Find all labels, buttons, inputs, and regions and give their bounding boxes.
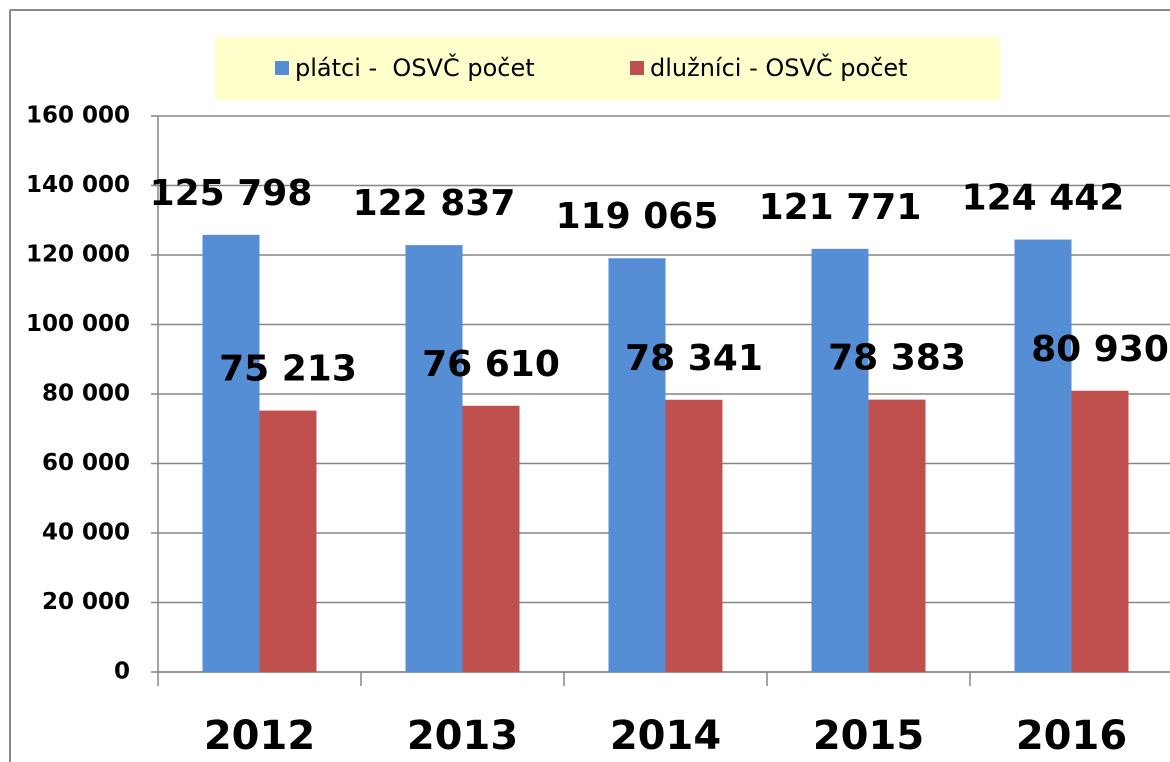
value-label: 124 442 [962,178,1125,219]
bar [202,234,260,673]
y-tick-label: 20 000 [42,589,130,615]
x-tick-label: 2013 [407,713,518,759]
x-tick-label: 2016 [1016,713,1127,759]
y-tick-label: 100 000 [26,311,130,337]
bar [868,399,926,672]
value-label: 78 383 [828,338,966,379]
y-tick-label: 0 [114,659,130,685]
y-tick-label: 80 000 [42,381,130,407]
bar [259,410,317,672]
value-label: 125 798 [150,173,313,214]
bar [608,258,666,672]
bar [462,405,520,672]
value-label: 80 930 [1031,329,1169,370]
x-tick-label: 2012 [204,713,315,759]
x-tick-label: 2014 [610,713,721,759]
value-label: 119 065 [556,196,719,237]
legend-label: plátci - OSVČ počet [295,52,535,82]
bar [811,248,869,673]
value-label: 122 837 [353,183,516,224]
bar [1014,239,1072,672]
y-tick-label: 120 000 [26,242,130,268]
y-tick-label: 60 000 [42,450,130,476]
x-tick-label: 2015 [813,713,924,759]
legend-box [215,37,1000,100]
y-tick-label: 140 000 [26,172,130,198]
value-label: 76 610 [422,344,560,385]
bar [1071,390,1129,672]
bar [665,399,723,672]
value-label: 121 771 [759,187,922,228]
bar [405,245,463,672]
legend-swatch [275,61,289,75]
value-label: 78 341 [625,338,763,379]
legend-label: dlužníci - OSVČ počet [650,52,908,82]
value-label: 75 213 [219,349,357,390]
y-tick-label: 40 000 [42,520,130,546]
legend-swatch [630,61,644,75]
y-tick-label: 160 000 [26,103,130,129]
